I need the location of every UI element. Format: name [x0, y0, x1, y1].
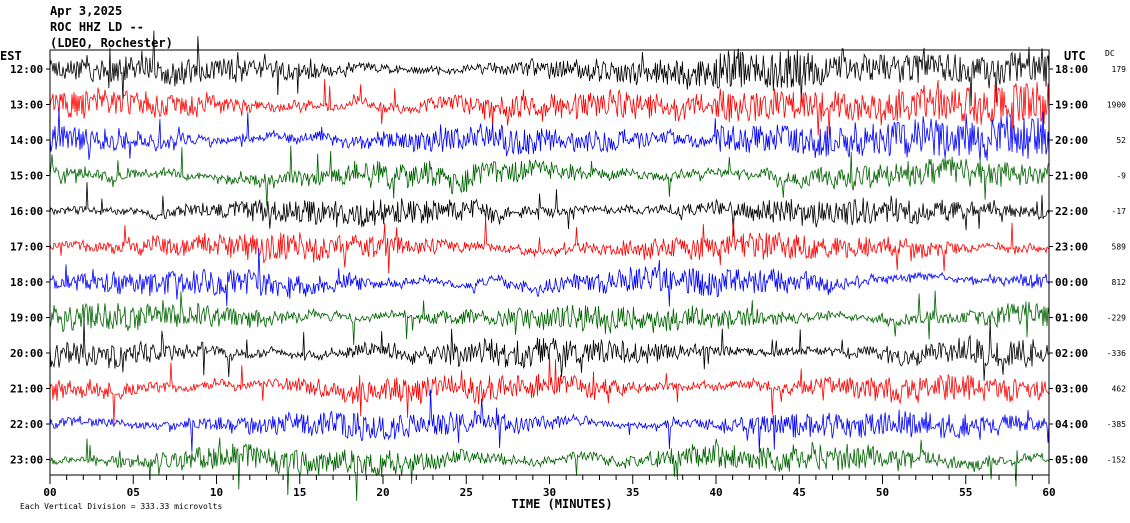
header-station: ROC HHZ LD --: [50, 20, 144, 34]
utc-label: 22:00: [1055, 205, 1088, 218]
trace-1300: [49, 78, 1050, 140]
x-tick-labels: 00 05 10 15 20 25 30 35 40 45 50 55 60: [43, 486, 1055, 499]
trace-2200: [49, 389, 1050, 453]
dc-value: 462: [1112, 385, 1127, 394]
x-tick-label: 05: [127, 486, 140, 499]
est-label: 19:00: [10, 312, 43, 325]
x-tick-label: 35: [626, 486, 639, 499]
dc-value: -229: [1107, 314, 1126, 323]
utc-label: 05:00: [1055, 454, 1088, 467]
trace-1700: [49, 215, 1050, 274]
utc-label: 20:00: [1055, 134, 1088, 147]
plot-frame: [46, 49, 1053, 484]
est-label: 15:00: [10, 170, 43, 183]
utc-label: 23:00: [1055, 241, 1088, 254]
left-zone-label: EST: [0, 49, 22, 63]
utc-label: 04:00: [1055, 418, 1088, 431]
dc-header: DC: [1105, 49, 1115, 58]
x-tick-label: 50: [876, 486, 889, 499]
header-location: (LDEO, Rochester): [50, 36, 173, 50]
right-zone-label: UTC: [1064, 49, 1086, 63]
x-tick-label: 00: [43, 486, 56, 499]
dc-value: 1900: [1107, 101, 1126, 110]
x-tick-label: 40: [709, 486, 722, 499]
header-date: Apr 3,2025: [50, 4, 122, 18]
utc-label: 02:00: [1055, 347, 1088, 360]
dc-value: 812: [1112, 278, 1127, 287]
est-label: 16:00: [10, 205, 43, 218]
x-tick-label: 60: [1042, 486, 1055, 499]
labels-layer: Apr 3,2025 ROC HHZ LD -- (LDEO, Rocheste…: [0, 4, 1126, 511]
trace-2000: [49, 319, 1050, 381]
est-label: 18:00: [10, 276, 43, 289]
dc-value: -385: [1107, 420, 1126, 429]
utc-label: 03:00: [1055, 383, 1088, 396]
utc-label: 00:00: [1055, 276, 1088, 289]
utc-label: 21:00: [1055, 170, 1088, 183]
trace-1200: [49, 30, 1050, 107]
trace-1900: [49, 290, 1050, 346]
est-label: 21:00: [10, 383, 43, 396]
trace-1500: [49, 145, 1050, 207]
est-label: 12:00: [10, 63, 43, 76]
dc-value: -152: [1107, 456, 1126, 465]
x-tick-label: 10: [210, 486, 223, 499]
x-tick-label: 15: [293, 486, 306, 499]
x-tick-label: 45: [793, 486, 806, 499]
y-labels: 12:00 18:00 179 13:00 19:00 1900 14:00 20:00 52 1…: [10, 63, 1126, 467]
dc-value: 52: [1116, 136, 1126, 145]
est-label: 13:00: [10, 99, 43, 112]
dc-value: 179: [1112, 65, 1127, 74]
est-label: 20:00: [10, 347, 43, 360]
trace-1800: [49, 248, 1050, 307]
utc-label: 18:00: [1055, 63, 1088, 76]
utc-label: 19:00: [1055, 99, 1088, 112]
utc-label: 01:00: [1055, 312, 1088, 325]
x-tick-label: 25: [460, 486, 473, 499]
dc-value: -336: [1107, 349, 1126, 358]
dc-value: -9: [1116, 172, 1126, 181]
est-label: 23:00: [10, 454, 43, 467]
est-label: 17:00: [10, 241, 43, 254]
est-label: 14:00: [10, 134, 43, 147]
footer-scale: Each Vertical Division = 333.33 microvol…: [20, 502, 222, 511]
dc-value: -17: [1112, 207, 1127, 216]
trace-1400: [49, 107, 1050, 162]
x-tick-label: 20: [376, 486, 389, 499]
x-tick-label: 55: [959, 486, 972, 499]
trace-2100: [49, 353, 1050, 425]
dc-value: 589: [1112, 243, 1127, 252]
seismic-traces: [49, 30, 1050, 501]
x-tick-label: 30: [543, 486, 556, 499]
x-axis-label: TIME (MINUTES): [511, 497, 612, 511]
est-label: 22:00: [10, 418, 43, 431]
trace-2300: [49, 437, 1050, 501]
trace-1600: [49, 182, 1050, 237]
